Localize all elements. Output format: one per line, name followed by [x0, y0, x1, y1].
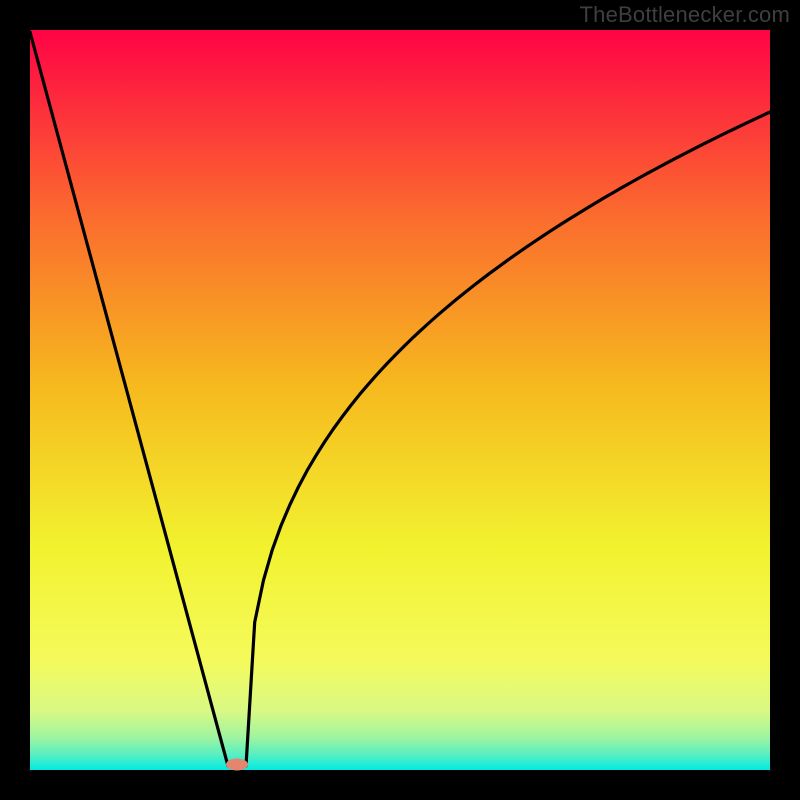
bottleneck-curve-chart [0, 0, 800, 800]
chart-container: TheBottlenecker.com [0, 0, 800, 800]
optimal-point-marker [226, 759, 248, 771]
watermark-text: TheBottlenecker.com [580, 2, 790, 28]
chart-plot-background [30, 30, 770, 770]
